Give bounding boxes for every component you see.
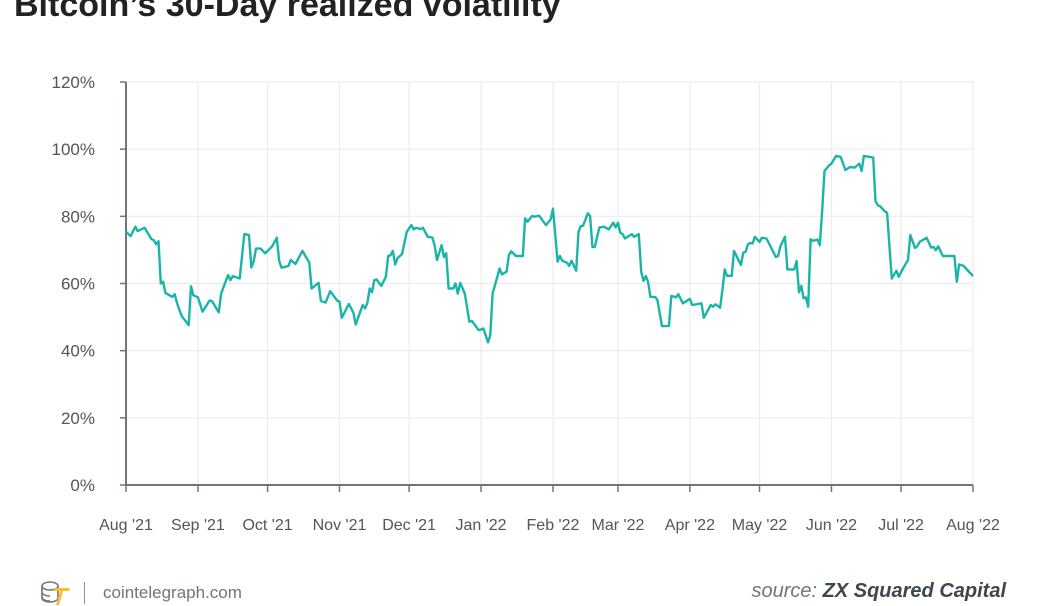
x-tick-label: Dec '21: [382, 517, 436, 534]
site-name: cointelegraph.com: [103, 583, 242, 602]
y-tick-label: 80%: [61, 207, 95, 226]
x-tick-label: Apr '22: [665, 517, 715, 534]
x-tick-label: Jan '22: [455, 517, 506, 534]
y-tick-label: 120%: [52, 73, 95, 92]
x-tick-label: Mar '22: [592, 517, 645, 534]
y-tick-label: 100%: [52, 140, 95, 159]
x-tick-label: May '22: [732, 517, 788, 534]
source-name: ZX Squared Capital: [822, 580, 1006, 602]
y-tick-label: 40%: [61, 342, 95, 361]
y-tick-label: 20%: [61, 409, 95, 428]
chart-title: Bitcoin’s 30-Day realized volatility: [14, 0, 561, 24]
gridlines: [126, 81, 974, 485]
y-tick-label: 60%: [61, 275, 95, 294]
x-tick-label: Sep '21: [171, 517, 225, 534]
source-prefix: source:: [751, 580, 818, 602]
y-axis-ticks: 0% 20% 40% 60% 80% 100% 120%: [52, 73, 126, 495]
footer-divider: [84, 582, 85, 604]
x-tick-label: Nov '21: [313, 517, 367, 534]
y-tick-label: 0%: [70, 476, 95, 495]
x-axis-ticks: Aug '21 Sep '21 Oct '21 Nov '21 Dec '21 Jan '…: [99, 485, 1000, 534]
series-line-volatility: [125, 154, 974, 344]
x-tick-label: Feb '22: [527, 517, 580, 534]
x-tick-label: Aug '21: [99, 517, 153, 534]
x-tick-label: Oct '21: [242, 517, 292, 534]
x-tick-label: Jun '22: [806, 517, 857, 534]
footer-brand: cointelegraph.com: [40, 580, 242, 606]
x-tick-label: Aug '22: [946, 517, 1000, 534]
volatility-line-chart: 0% 20% 40% 60% 80% 100% 120% Aug '21 Sep '21 Oct…: [52, 73, 1000, 534]
x-tick-label: Jul '22: [878, 517, 924, 534]
source-credit: source: ZX Squared Capital: [751, 580, 1006, 603]
cointelegraph-logo-icon: [41, 581, 70, 605]
